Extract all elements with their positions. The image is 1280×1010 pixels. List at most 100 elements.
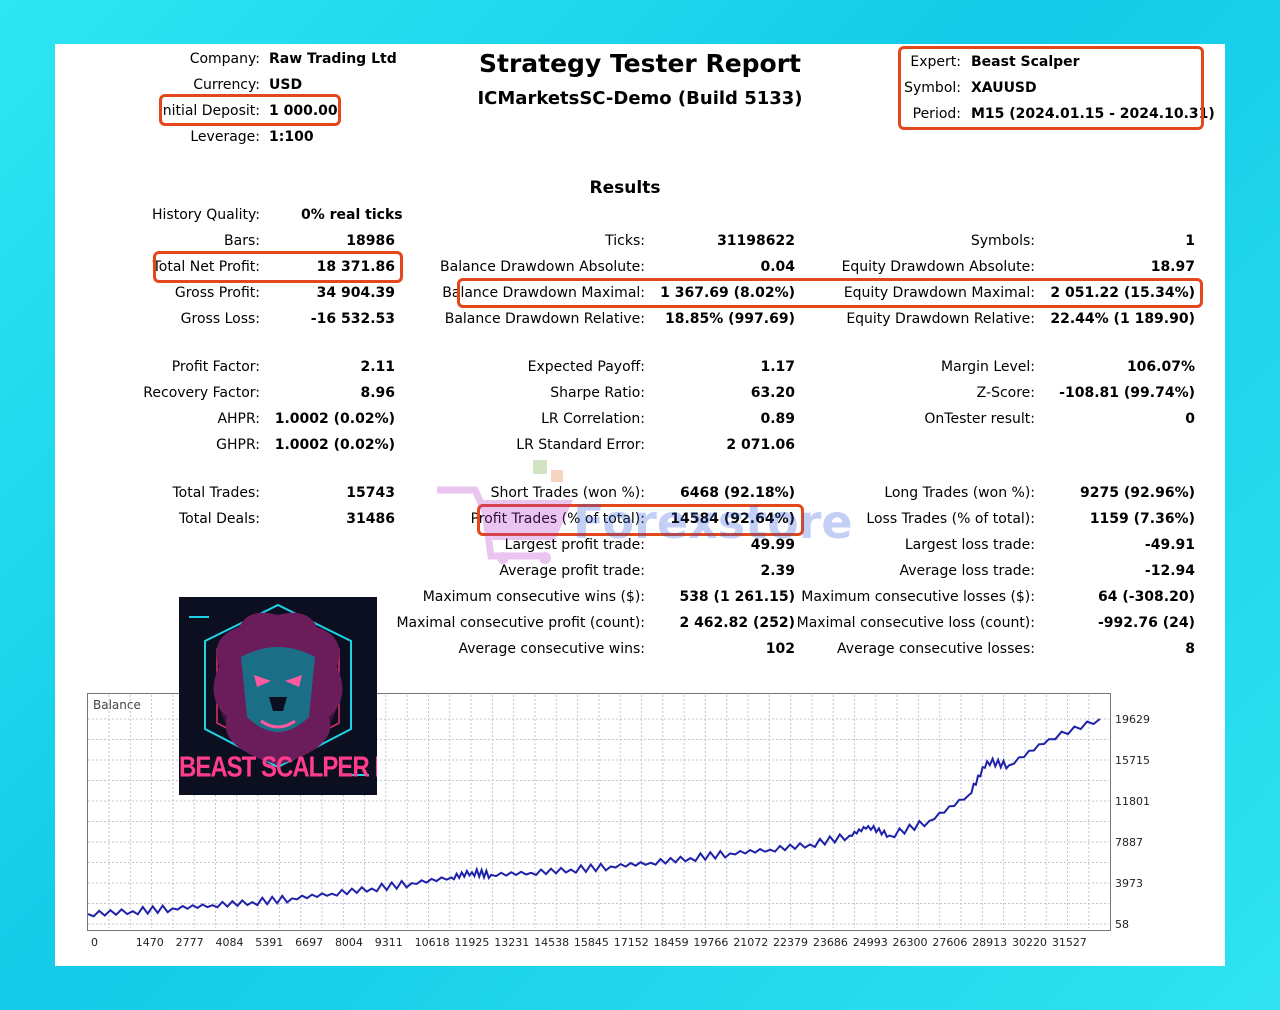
beast-scalper-logo: BEAST SCALPER EA bbox=[179, 597, 377, 795]
maximal-consecutive-loss-count-label: Maximal consecutive loss (count): bbox=[796, 615, 1035, 631]
margin-level-value: 106.07% bbox=[1126, 359, 1195, 375]
logo-text: BEAST SCALPER EA bbox=[179, 751, 377, 784]
maximal-consecutive-profit-count-label: Maximal consecutive profit (count): bbox=[396, 615, 645, 631]
results-heading: Results bbox=[589, 178, 661, 198]
y-tick-label: 7887 bbox=[1115, 836, 1143, 849]
sharpe-ratio-value: 63.20 bbox=[750, 385, 795, 401]
ontester-result-label: OnTester result: bbox=[924, 411, 1035, 427]
maximum-consecutive-wins-label: Maximum consecutive wins ($): bbox=[422, 589, 645, 605]
ahpr-label: AHPR: bbox=[217, 411, 260, 427]
profit-trades-of-total-value: 14584 (92.64%) bbox=[670, 511, 795, 527]
total-deals-value: 31486 bbox=[346, 511, 395, 527]
lr-standard-error-label: LR Standard Error: bbox=[516, 437, 645, 453]
equity-drawdown-maximal-label: Equity Drawdown Maximal: bbox=[843, 285, 1035, 301]
leverage-value: 1:100 bbox=[269, 129, 314, 145]
x-tick-label: 4084 bbox=[215, 936, 243, 949]
x-tick-label: 10618 bbox=[415, 936, 450, 949]
y-tick-label: 3973 bbox=[1115, 877, 1143, 890]
z-score-value: -108.81 (99.74%) bbox=[1059, 385, 1195, 401]
y-tick-label: 11801 bbox=[1115, 795, 1150, 808]
x-tick-label: 21072 bbox=[733, 936, 768, 949]
highlight-expert-box bbox=[898, 46, 1204, 130]
total-trades-value: 15743 bbox=[346, 485, 395, 501]
x-tick-label: 24993 bbox=[853, 936, 888, 949]
report-title: Strategy Tester Report bbox=[478, 49, 802, 78]
short-trades-won-value: 6468 (92.18%) bbox=[680, 485, 795, 501]
y-tick-label: 58 bbox=[1115, 918, 1129, 931]
bars-label: Bars: bbox=[224, 233, 260, 249]
highlight-drawdown-maximal bbox=[457, 278, 1203, 308]
x-tick-label: 27606 bbox=[932, 936, 967, 949]
y-tick-label: 19629 bbox=[1115, 713, 1150, 726]
x-tick-label: 14538 bbox=[534, 936, 569, 949]
ghpr-value: 1.0002 (0.02%) bbox=[274, 437, 395, 453]
bars-value: 18986 bbox=[346, 233, 395, 249]
currency-label: Currency: bbox=[193, 77, 260, 93]
initial-deposit-label: Initial Deposit: bbox=[158, 103, 260, 119]
ontester-result-value: 0 bbox=[1185, 411, 1195, 427]
maximum-consecutive-losses-value: 64 (-308.20) bbox=[1098, 589, 1195, 605]
x-tick-label: 8004 bbox=[335, 936, 363, 949]
highlight-total-net-profit bbox=[153, 251, 403, 283]
x-tick-label: 19766 bbox=[693, 936, 728, 949]
profit-factor-label: Profit Factor: bbox=[171, 359, 260, 375]
largest-profit-trade-value: 49.99 bbox=[750, 537, 795, 553]
x-tick-label: 31527 bbox=[1052, 936, 1087, 949]
average-consecutive-losses-value: 8 bbox=[1185, 641, 1195, 657]
y-tick-label: 15715 bbox=[1115, 754, 1150, 767]
loss-trades-of-total-value: 1159 (7.36%) bbox=[1089, 511, 1195, 527]
sharpe-ratio-label: Sharpe Ratio: bbox=[550, 385, 645, 401]
largest-loss-trade-label: Largest loss trade: bbox=[904, 537, 1035, 553]
ghpr-label: GHPR: bbox=[216, 437, 260, 453]
x-tick-label: 1470 bbox=[136, 936, 164, 949]
expected-payoff-value: 1.17 bbox=[760, 359, 795, 375]
equity-drawdown-maximal-value: 2 051.22 (15.34%) bbox=[1050, 285, 1195, 301]
x-tick-label: 11925 bbox=[454, 936, 489, 949]
history-quality-label: History Quality: bbox=[152, 207, 260, 223]
long-trades-won-label: Long Trades (won %): bbox=[884, 485, 1035, 501]
currency-value: USD bbox=[269, 77, 303, 93]
report-subtitle: ICMarketsSC-Demo (Build 5133) bbox=[477, 88, 803, 109]
highlight-initial-deposit bbox=[159, 94, 341, 126]
expert-label: Expert: bbox=[910, 54, 961, 70]
x-tick-label: 28913 bbox=[972, 936, 1007, 949]
maximal-consecutive-profit-count-value: 2 462.82 (252) bbox=[679, 615, 795, 631]
gross-profit-value: 34 904.39 bbox=[316, 285, 395, 301]
maximum-consecutive-losses-label: Maximum consecutive losses ($): bbox=[801, 589, 1035, 605]
symbols-label: Symbols: bbox=[970, 233, 1035, 249]
equity-drawdown-absolute-label: Equity Drawdown Absolute: bbox=[841, 259, 1035, 275]
x-tick-label: 23686 bbox=[813, 936, 848, 949]
short-trades-won-label: Short Trades (won %): bbox=[490, 485, 645, 501]
average-consecutive-wins-label: Average consecutive wins: bbox=[458, 641, 645, 657]
total-trades-label: Total Trades: bbox=[172, 485, 261, 501]
balance-drawdown-absolute-label: Balance Drawdown Absolute: bbox=[440, 259, 645, 275]
total-net-profit-value: 18 371.86 bbox=[316, 259, 395, 275]
average-profit-trade-label: Average profit trade: bbox=[499, 563, 645, 579]
gross-profit-label: Gross Profit: bbox=[174, 285, 260, 301]
equity-drawdown-absolute-value: 18.97 bbox=[1150, 259, 1195, 275]
x-tick-label: 22379 bbox=[773, 936, 808, 949]
company-label: Company: bbox=[189, 51, 260, 67]
x-tick-label: 6697 bbox=[295, 936, 323, 949]
initial-deposit-value: 1 000.00 bbox=[269, 103, 338, 119]
maximum-consecutive-wins-value: 538 (1 261.15) bbox=[679, 589, 795, 605]
x-tick-label: 13231 bbox=[494, 936, 529, 949]
equity-drawdown-relative-value: 22.44% (1 189.90) bbox=[1050, 311, 1195, 327]
expert-value: Beast Scalper bbox=[971, 54, 1080, 70]
average-consecutive-losses-label: Average consecutive losses: bbox=[837, 641, 1035, 657]
average-consecutive-wins-value: 102 bbox=[765, 641, 795, 657]
gross-loss-value: -16 532.53 bbox=[310, 311, 395, 327]
x-tick-label: 18459 bbox=[654, 936, 689, 949]
balance-line bbox=[87, 718, 1101, 918]
lr-correlation-value: 0.89 bbox=[760, 411, 795, 427]
margin-level-label: Margin Level: bbox=[941, 359, 1035, 375]
balance-drawdown-maximal-label: Balance Drawdown Maximal: bbox=[442, 285, 645, 301]
equity-drawdown-relative-label: Equity Drawdown Relative: bbox=[846, 311, 1035, 327]
x-tick-label: 15845 bbox=[574, 936, 609, 949]
highlight-profit-trades bbox=[477, 504, 804, 536]
symbol-label: Symbol: bbox=[904, 80, 961, 96]
balance-chart-svg: 58 3973 7887 11801 15715 19629 0 1470 2777 4084 53… bbox=[87, 695, 1150, 949]
z-score-label: Z-Score: bbox=[976, 385, 1035, 401]
maximal-consecutive-loss-count-value: -992.76 (24) bbox=[1098, 615, 1195, 631]
expected-payoff-label: Expected Payoff: bbox=[527, 359, 645, 375]
